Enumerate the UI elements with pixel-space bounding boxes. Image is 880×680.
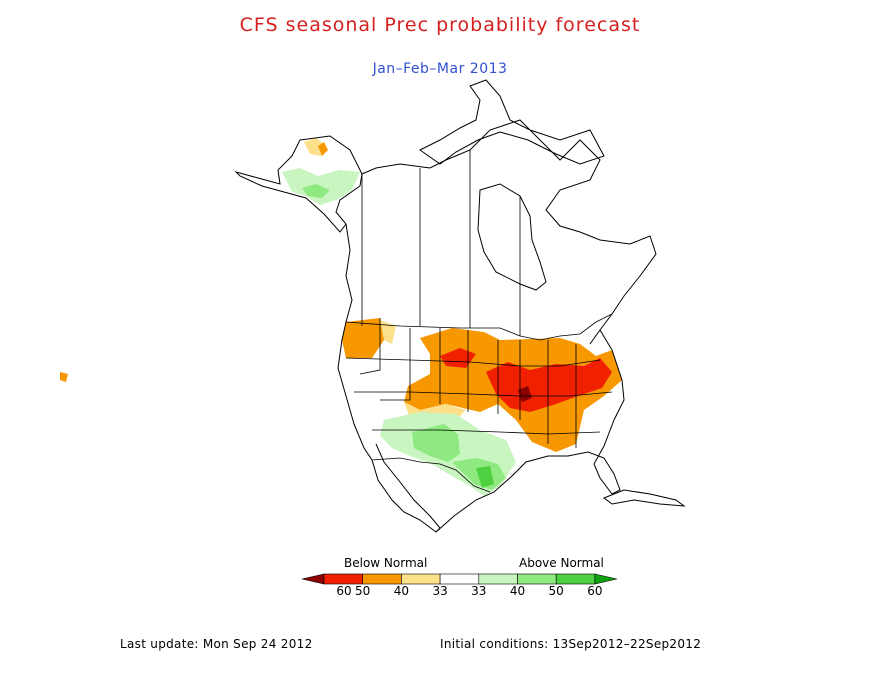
legend-arrow-left (301, 573, 325, 585)
legend-bin (478, 573, 518, 585)
probability-shading (60, 138, 622, 496)
legend-bin (517, 573, 557, 585)
legend-tick-label: 40 (393, 584, 410, 598)
legend-bin (439, 573, 480, 585)
legend-tick-label: 60 (336, 584, 352, 598)
legend-tick-label: 33 (432, 584, 448, 598)
texas-coast-above-60 (476, 466, 494, 488)
legend-above-label: Above Normal (519, 556, 604, 570)
legend-tick-label: 33 (471, 584, 487, 598)
canada-province-lines (361, 150, 521, 336)
alaska-below-40 (318, 142, 328, 156)
us-mexico-border (371, 457, 491, 493)
ohio-valley-below-50 (486, 358, 612, 412)
alaska-above-50 (302, 184, 330, 198)
last-update-text: Last update: Mon Sep 24 2012 (120, 637, 313, 651)
map-title: CFS seasonal Prec probability forecast (239, 14, 641, 36)
plains-below-50 (440, 348, 476, 368)
legend-below-label: Below Normal (344, 556, 428, 570)
legend-bin (555, 573, 596, 585)
arctic-islands (419, 79, 605, 165)
state-lines-1 (359, 318, 577, 448)
legend-tick-label: 40 (509, 584, 526, 598)
political-borders (345, 150, 613, 493)
ohio-below-60 (518, 386, 532, 402)
hawaii-below-shade (60, 372, 68, 382)
legend-arrow-right (594, 573, 617, 585)
gulf-coast (435, 329, 625, 533)
us-canada-border (345, 313, 613, 341)
legend-tick-label: 50 (355, 584, 371, 598)
legend-bin (401, 573, 441, 585)
legend-colorbar (301, 573, 617, 585)
pnw-below-33 (380, 320, 396, 344)
cuba (602, 489, 686, 507)
legend-tick-label: 60 (587, 584, 603, 598)
hudson-bay (477, 183, 547, 291)
pacific-coast (337, 223, 441, 533)
initial-conditions-text: Initial conditions: 13Sep2012–22Sep2012 (440, 637, 702, 651)
texas-above-50 (412, 424, 460, 462)
legend-bin (362, 573, 402, 585)
state-lines-2 (345, 357, 613, 435)
map-subtitle: Jan–Feb–Mar 2013 (372, 61, 508, 77)
legend-bin (323, 573, 364, 585)
pnw-below-40 (342, 318, 384, 358)
legend-tick-label: 50 (548, 584, 564, 598)
canada-west-coast (361, 119, 657, 345)
